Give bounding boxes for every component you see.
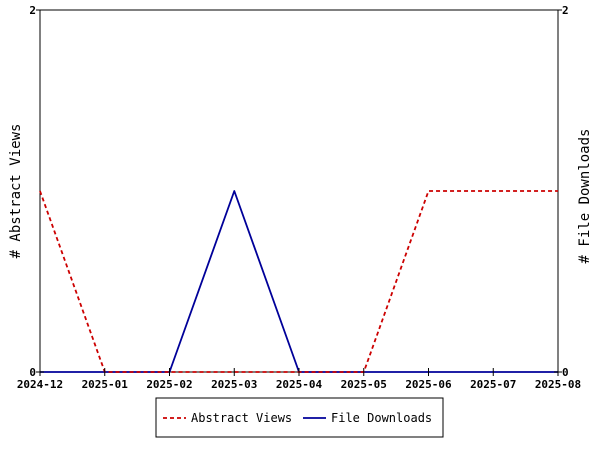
- legend: Abstract Views File Downloads: [155, 397, 444, 438]
- x-tick-label: 2025-08: [535, 378, 581, 391]
- axis-ticks: 2024-12 2025-01 2025-02 2025-03 2025-04 2025-…: [17, 4, 581, 391]
- x-tick-label: 2025-07: [470, 378, 516, 391]
- x-tick-label: 2025-06: [405, 378, 452, 391]
- y-left-tick-label: 0: [29, 366, 36, 379]
- y-axis-right-title: # File Downloads: [577, 129, 593, 264]
- x-tick-label: 2025-04: [276, 378, 323, 391]
- x-tick-label: 2025-03: [211, 378, 257, 391]
- y-axis-left-title: # Abstract Views: [8, 124, 24, 259]
- legend-label-abstract-views: Abstract Views: [191, 411, 292, 425]
- x-tick-label: 2025-02: [146, 378, 192, 391]
- x-tick-label: 2024-12: [17, 378, 63, 391]
- y-right-tick-label: 2: [562, 4, 569, 17]
- x-tick-label: 2025-05: [341, 378, 387, 391]
- y-right-tick-label: 0: [562, 366, 569, 379]
- x-tick-label: 2025-01: [82, 378, 129, 391]
- legend-box: [155, 397, 444, 438]
- legend-label-file-downloads: File Downloads: [331, 411, 432, 425]
- y-left-tick-label: 2: [29, 4, 36, 17]
